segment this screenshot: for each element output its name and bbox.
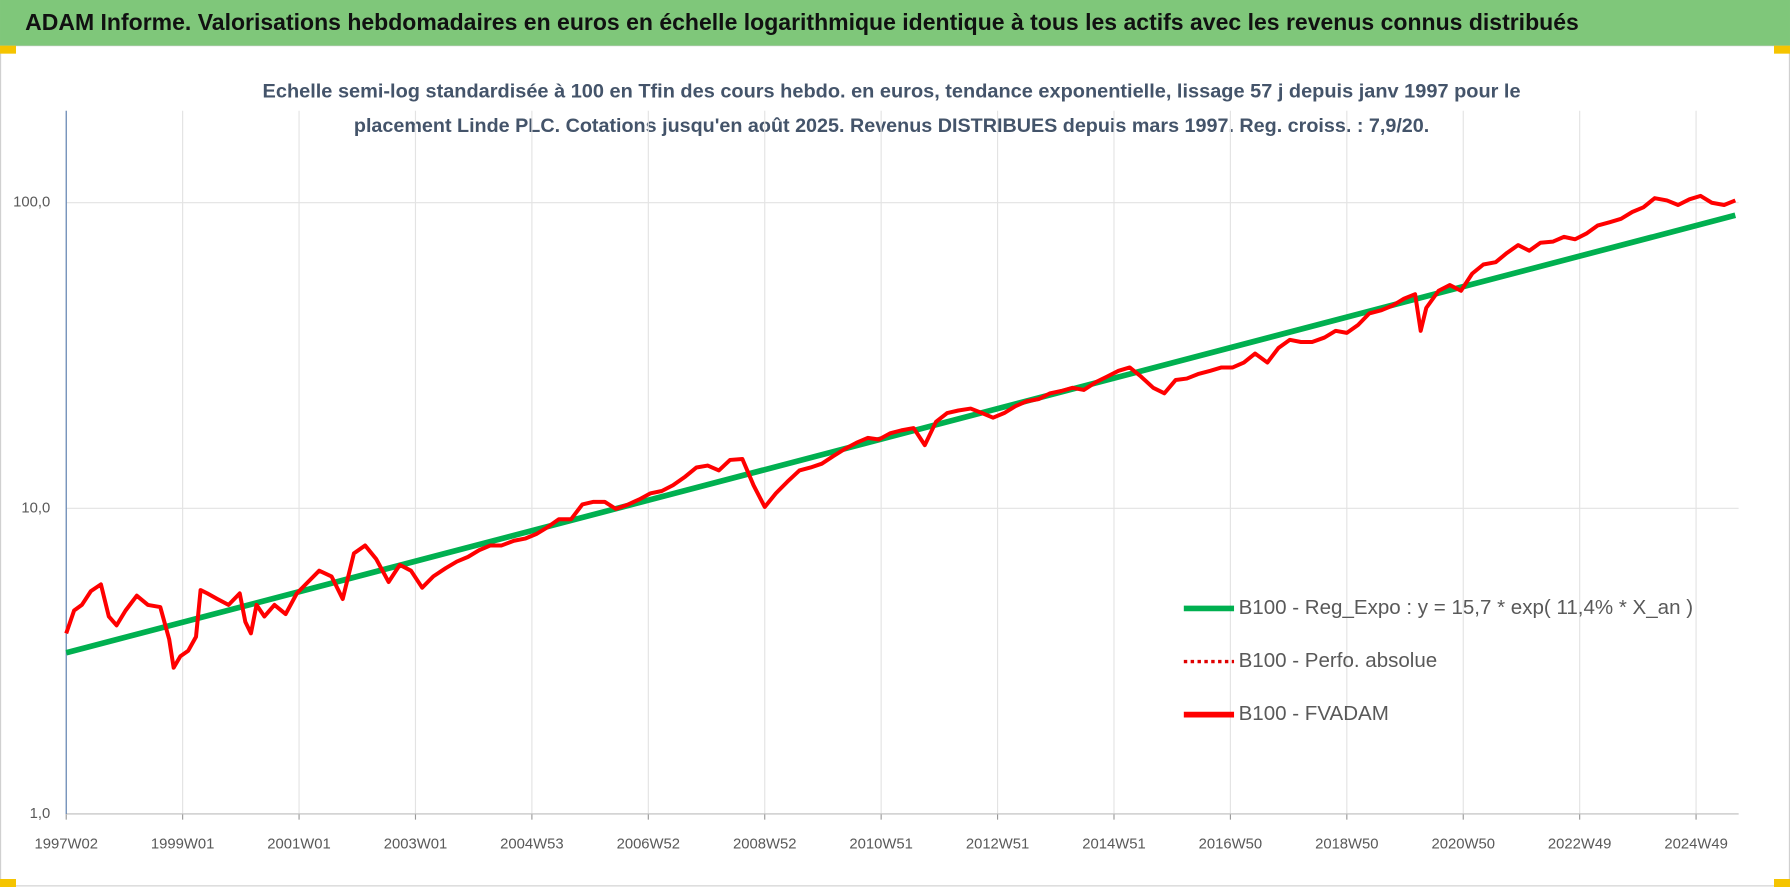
x-tick-label: 2004W53 xyxy=(500,837,563,853)
x-tick-label: 2010W51 xyxy=(849,837,912,853)
x-tick-label: 2001W01 xyxy=(267,837,330,853)
x-tick-label: 2020W50 xyxy=(1432,837,1495,853)
x-tick-label: 2012W51 xyxy=(966,837,1029,853)
chart-subtitle: placement Linde PLC. Cotations jusqu'en … xyxy=(354,115,1429,137)
header-bar xyxy=(0,0,1790,46)
x-tick-label: 2006W52 xyxy=(617,837,680,853)
legend-label: B100 - Reg_Expo : y = 15,7 * exp( 11,4% … xyxy=(1239,596,1693,619)
legend-label: B100 - Perfo. absolue xyxy=(1239,649,1438,672)
x-tick-label: 1999W01 xyxy=(151,837,214,853)
chart-subtitle: Echelle semi-log standardisée à 100 en T… xyxy=(263,81,1521,103)
x-tick-label: 1997W02 xyxy=(34,837,97,853)
x-tick-label: 2016W50 xyxy=(1199,837,1262,853)
header-title: ADAM Informe. Valorisations hebdomadaire… xyxy=(25,9,1579,35)
x-tick-label: 2003W01 xyxy=(384,837,447,853)
corner-marker xyxy=(1774,879,1790,887)
x-tick-label: 2022W49 xyxy=(1548,837,1611,853)
corner-marker xyxy=(0,879,16,887)
x-tick-label: 2018W50 xyxy=(1315,837,1378,853)
y-tick-label: 100,0 xyxy=(13,195,50,211)
series-line xyxy=(64,193,1737,670)
y-tick-label: 1,0 xyxy=(30,806,51,822)
corner-marker xyxy=(1774,45,1790,54)
legend-label: B100 - FVADAM xyxy=(1239,702,1389,725)
y-tick-label: 10,0 xyxy=(21,500,50,516)
x-tick-label: 2008W52 xyxy=(733,837,796,853)
corner-marker xyxy=(0,45,16,54)
x-tick-label: 2024W49 xyxy=(1664,837,1727,853)
x-tick-label: 2014W51 xyxy=(1082,837,1145,853)
